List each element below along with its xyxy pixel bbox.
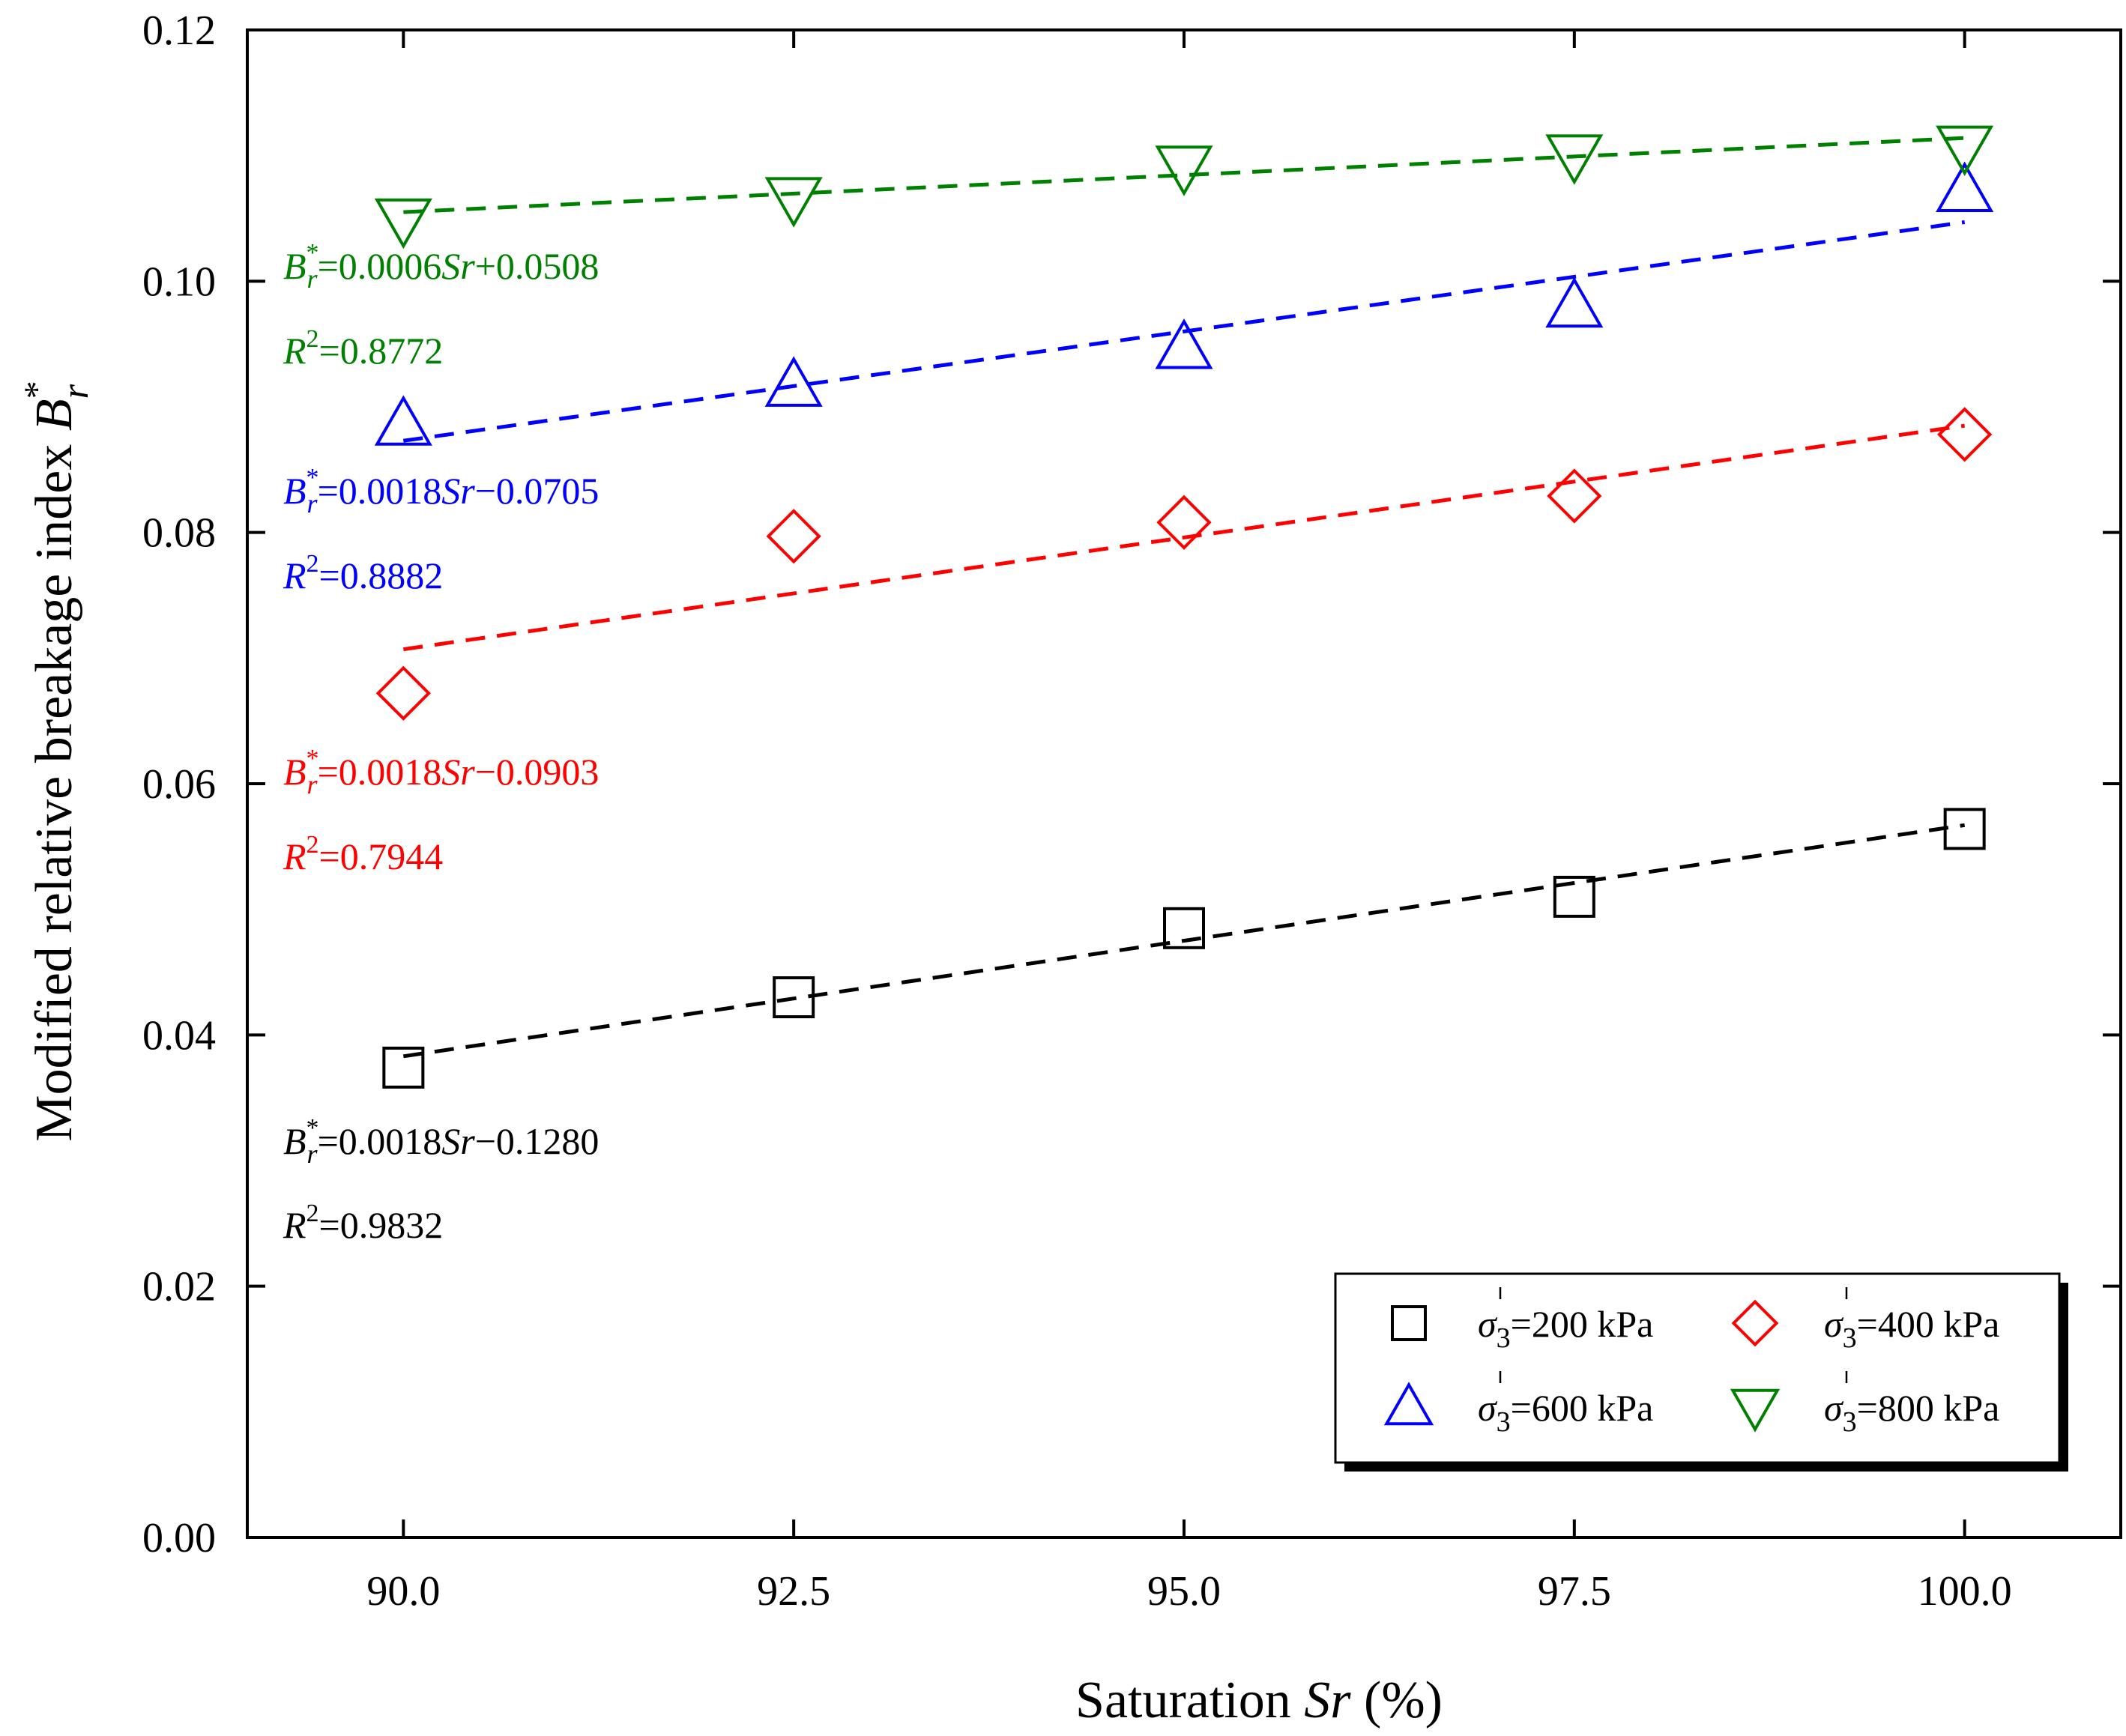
- data-point-2-0: [374, 395, 432, 446]
- data-point-3-2: [1155, 145, 1213, 196]
- equation-text-0: B* r=0.0018Sr−0.1280: [283, 1114, 599, 1169]
- fit-line-0: [402, 823, 1966, 1059]
- data-point-0-3: [1553, 875, 1595, 918]
- y-tick-label: 0.08: [142, 510, 216, 557]
- legend-marker-2: [1383, 1382, 1434, 1426]
- fit-line-3: [403, 136, 1965, 214]
- data-point-3-1: [764, 177, 823, 228]
- data-point-3-3: [1545, 134, 1604, 185]
- data-point-3-4: [1936, 125, 1994, 177]
- y-tick-label: 0.10: [142, 258, 216, 305]
- fit-line-1: [402, 423, 1966, 652]
- data-point-1-2: [1156, 495, 1212, 550]
- data-point-2-4: [1936, 161, 1994, 212]
- data-point-0-2: [1163, 907, 1205, 949]
- y-tick-label: 0.02: [142, 1264, 216, 1310]
- legend-label-0: σ3=200 kPa: [1478, 1303, 1653, 1354]
- data-point-1-4: [1937, 407, 1993, 462]
- legend: σ3=200 kPa σ3=400 kPa σ3=600 kPa σ3=800 kPa: [1334, 1272, 2068, 1472]
- fit-lines: [402, 136, 1966, 1059]
- r-squared-text-2: R2=0.8882: [283, 550, 443, 596]
- legend-marker-3: [1730, 1388, 1781, 1433]
- legend-box: [1334, 1272, 2061, 1464]
- legend-label-1: σ3=400 kPa: [1824, 1303, 1999, 1354]
- x-tick-label: 97.5: [1538, 1568, 1611, 1615]
- y-axis-title: Modified relative breakage index B*r: [17, 381, 96, 1141]
- equation-text-3: B* r=0.0006Sr+0.0508: [283, 239, 599, 294]
- r-squared-text-0: R2=0.9832: [283, 1200, 443, 1246]
- data-point-2-1: [764, 356, 823, 407]
- data-point-3-0: [374, 198, 432, 249]
- x-tick-label: 95.0: [1147, 1568, 1221, 1615]
- data-point-2-3: [1545, 276, 1604, 328]
- data-point-0-0: [382, 1046, 425, 1089]
- legend-label-2: σ3=600 kPa: [1478, 1387, 1653, 1438]
- y-tick-label: 0.06: [142, 761, 216, 808]
- data-point-0-4: [1943, 808, 1986, 850]
- legend-marker-0: [1391, 1305, 1427, 1341]
- data-point-1-0: [375, 665, 431, 721]
- equation-text-1: B* r=0.0018Sr−0.0903: [283, 745, 599, 799]
- data-point-1-1: [766, 509, 821, 564]
- y-tick-label: 0.04: [142, 1012, 216, 1059]
- y-tick-label: 0.00: [142, 1515, 216, 1561]
- x-axis-title: Saturation Sr (%): [1075, 1672, 1443, 1729]
- data-point-0-1: [773, 976, 815, 1019]
- data-point-1-3: [1547, 468, 1602, 524]
- equation-annotations: B* r=0.0006Sr+0.0508 R2=0.8772 B* r=0.0018Sr…: [283, 239, 599, 1246]
- data-markers: [374, 125, 1994, 1089]
- x-tick-label: 100.0: [1918, 1568, 2012, 1615]
- data-point-2-2: [1155, 318, 1213, 369]
- r-squared-text-3: R2=0.8772: [283, 325, 443, 372]
- x-tick-label: 90.0: [366, 1568, 440, 1615]
- y-tick-label: 0.12: [142, 7, 216, 54]
- fit-line-2: [402, 220, 1966, 443]
- equation-text-2: B* r=0.0018Sr−0.0705: [283, 464, 599, 518]
- axes: 90.0 92.5 95.0 97.5 100.0 0.00 0.02 0.04 0.06 0.0…: [17, 7, 2122, 1729]
- x-tick-label: 92.5: [757, 1568, 830, 1615]
- r-squared-text-1: R2=0.7944: [283, 831, 443, 877]
- legend-marker-1: [1731, 1299, 1779, 1347]
- legend-label-3: σ3=800 kPa: [1824, 1387, 1999, 1438]
